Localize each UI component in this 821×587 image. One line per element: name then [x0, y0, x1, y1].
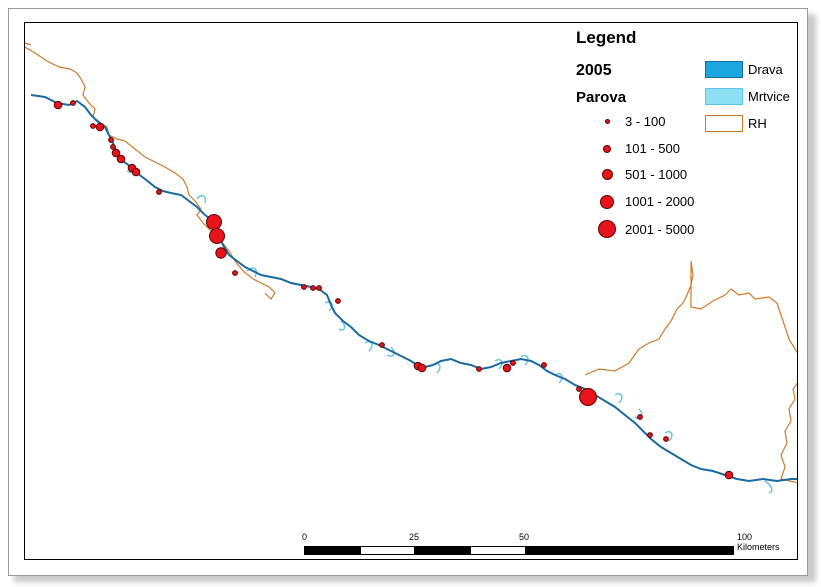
point-symbol-icon: [603, 144, 611, 153]
colony-point: [131, 167, 141, 177]
colony-point: [663, 436, 669, 442]
rh-swatch-icon: [705, 115, 743, 132]
legend-class-2: 101 - 500: [593, 141, 680, 156]
scale-label-50: 50: [519, 532, 530, 542]
legend-class-label: 101 - 500: [625, 141, 680, 156]
point-symbol-icon: [601, 169, 613, 180]
drava-swatch-icon: [705, 61, 743, 78]
colony-point: [379, 342, 385, 348]
border-rh-northwest: [25, 42, 32, 46]
legend-title: Legend: [576, 28, 637, 47]
colony-point: [576, 386, 582, 392]
border-rh-north: [25, 46, 276, 300]
colony-point: [476, 366, 482, 372]
colony-point: [647, 432, 653, 438]
legend-class-label: 2001 - 5000: [625, 221, 695, 237]
legend-class-label: 501 - 1000: [625, 167, 688, 182]
point-symbol-icon: [604, 119, 610, 124]
colony-point: [215, 247, 227, 259]
scale-label-100: 100 Kilometers: [737, 532, 780, 552]
colony-point: [310, 285, 316, 291]
colony-point: [541, 362, 547, 368]
colony-point: [209, 228, 225, 244]
colony-point: [301, 284, 307, 290]
colony-point: [70, 100, 76, 106]
colony-point: [156, 189, 162, 195]
legend-layer-drava: Drava: [705, 61, 783, 78]
colony-point: [637, 414, 643, 420]
scale-label-25: 25: [409, 532, 420, 542]
scale-label-0: 0: [302, 532, 308, 542]
legend-class-3: 501 - 1000: [593, 167, 687, 182]
colony-points: [53, 100, 734, 480]
scale-bar: [304, 546, 797, 555]
colony-point: [90, 123, 96, 129]
legend-layer-rh: RH: [705, 115, 767, 132]
colony-point: [316, 285, 322, 291]
colony-point: [116, 154, 126, 164]
mrtvice-swatch-icon: [705, 88, 743, 105]
legend-pairs-title: Parova: [576, 89, 627, 106]
oxbows: [126, 164, 773, 494]
map-panel: Legend 2005 Parova 3 - 100 101 - 500 501…: [24, 22, 798, 560]
colony-point: [110, 144, 116, 150]
colony-point: [335, 298, 341, 304]
river-drava: [30, 94, 797, 483]
colony-point: [232, 270, 238, 276]
colony-point: [510, 360, 516, 366]
colony-point: [111, 148, 121, 158]
colony-point: [108, 137, 114, 143]
legend-class-1: 3 - 100: [593, 114, 665, 129]
colony-point: [724, 470, 734, 480]
legend-class-4: 1001 - 2000: [593, 194, 694, 209]
legend-layer-mrtvice: Mrtvice: [705, 88, 790, 105]
legend-class-5: 2001 - 5000: [593, 220, 694, 238]
border-rh-east: [584, 260, 797, 376]
colony-point: [206, 214, 222, 230]
legend-class-label: 1001 - 2000: [625, 194, 695, 209]
legend-layer-label: Drava: [748, 62, 783, 77]
colony-point: [417, 363, 427, 373]
map-canvas: [25, 42, 797, 494]
legend-layer-label: Mrtvice: [748, 89, 790, 104]
colony-point: [95, 122, 105, 132]
colony-point: [53, 100, 63, 110]
legend-year: 2005: [576, 62, 612, 79]
border-rh-east-lower: [780, 382, 797, 484]
colony-point: [579, 388, 597, 406]
colony-point: [502, 363, 512, 373]
point-symbol-icon: [598, 220, 616, 238]
legend-class-label: 3 - 100: [625, 114, 666, 129]
point-symbol-icon: [600, 194, 614, 209]
legend-layer-label: RH: [748, 116, 767, 131]
